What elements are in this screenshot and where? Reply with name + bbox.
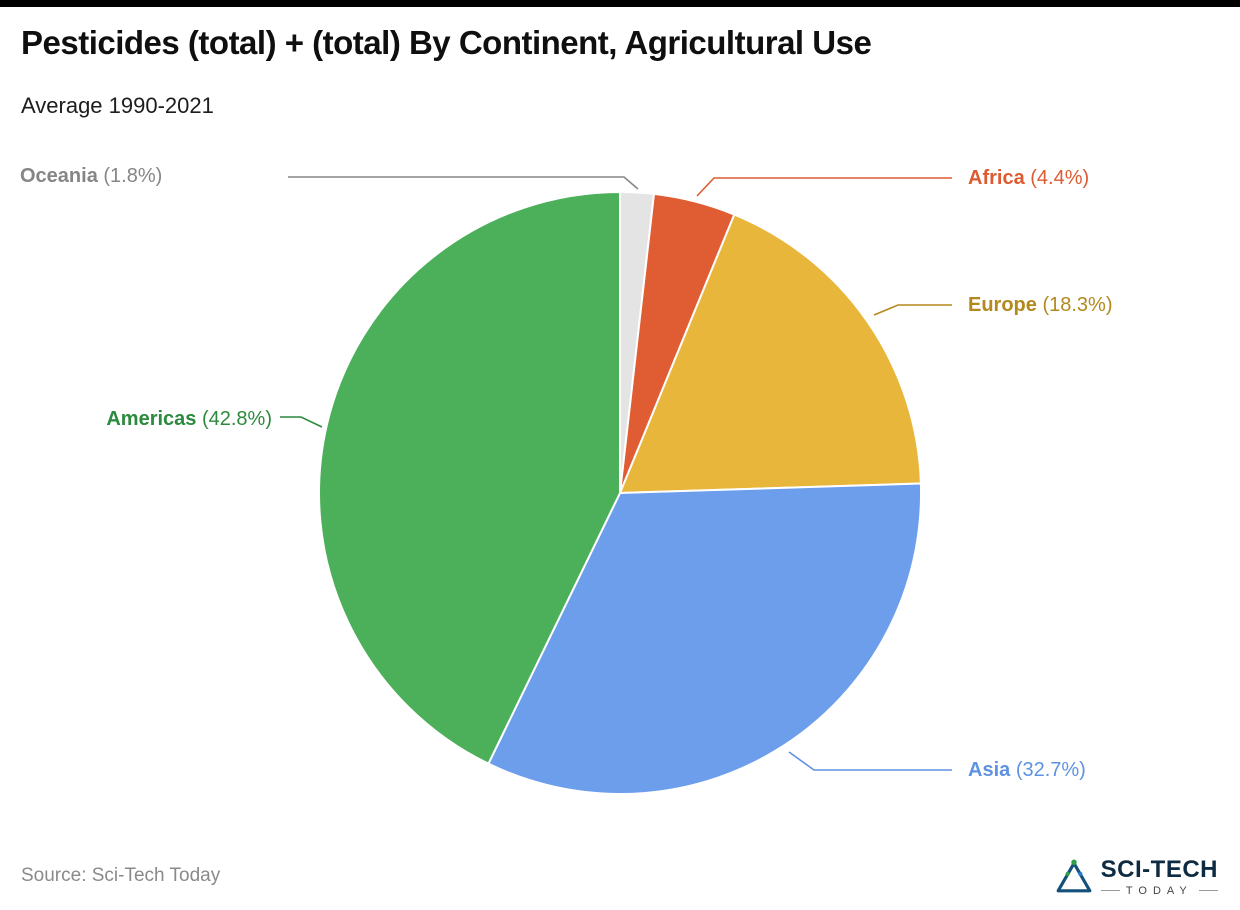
chart-subtitle: Average 1990-2021 xyxy=(21,93,214,118)
label-asia: Asia (32.7%) xyxy=(968,759,1086,782)
top-border xyxy=(0,0,1240,7)
logo-sub: TODAY xyxy=(1101,885,1218,897)
label-europe-name: Europe xyxy=(968,294,1037,316)
label-oceania-pct: (1.8%) xyxy=(103,165,163,187)
leader-line-europe xyxy=(873,304,952,316)
label-africa-pct: (4.4%) xyxy=(1030,167,1090,189)
label-americas: Americas (42.8%) xyxy=(60,408,272,431)
chart-title: Pesticides (total) + (total) By Continen… xyxy=(21,24,872,61)
label-americas-pct: (42.8%) xyxy=(201,408,272,430)
label-asia-name: Asia xyxy=(968,759,1011,781)
label-americas-name: Americas xyxy=(106,408,197,430)
label-asia-pct: (32.7%) xyxy=(1015,759,1086,781)
sci-tech-logo: SCI-TECH TODAY xyxy=(1055,855,1218,897)
label-oceania: Oceania (1.8%) xyxy=(20,165,162,188)
leader-line-oceania xyxy=(288,176,639,190)
label-europe-pct: (18.3%) xyxy=(1042,294,1113,316)
label-oceania-name: Oceania xyxy=(20,165,98,187)
sci-tech-logo-text: SCI-TECH TODAY xyxy=(1101,856,1218,897)
leader-line-asia xyxy=(788,751,952,771)
sci-tech-logo-icon xyxy=(1056,859,1092,893)
pie-slice-europe xyxy=(619,213,922,494)
pie-slice-asia xyxy=(487,482,923,795)
leader-line-americas xyxy=(280,416,323,428)
pie-slice-americas xyxy=(318,191,621,765)
label-europe: Europe (18.3%) xyxy=(968,294,1113,317)
logo-brand: SCI-TECH xyxy=(1100,855,1218,883)
source-credit: Source: Sci-Tech Today xyxy=(21,865,221,886)
label-africa: Africa (4.4%) xyxy=(968,167,1089,190)
label-africa-name: Africa xyxy=(968,167,1025,189)
leader-line-africa xyxy=(696,177,952,197)
